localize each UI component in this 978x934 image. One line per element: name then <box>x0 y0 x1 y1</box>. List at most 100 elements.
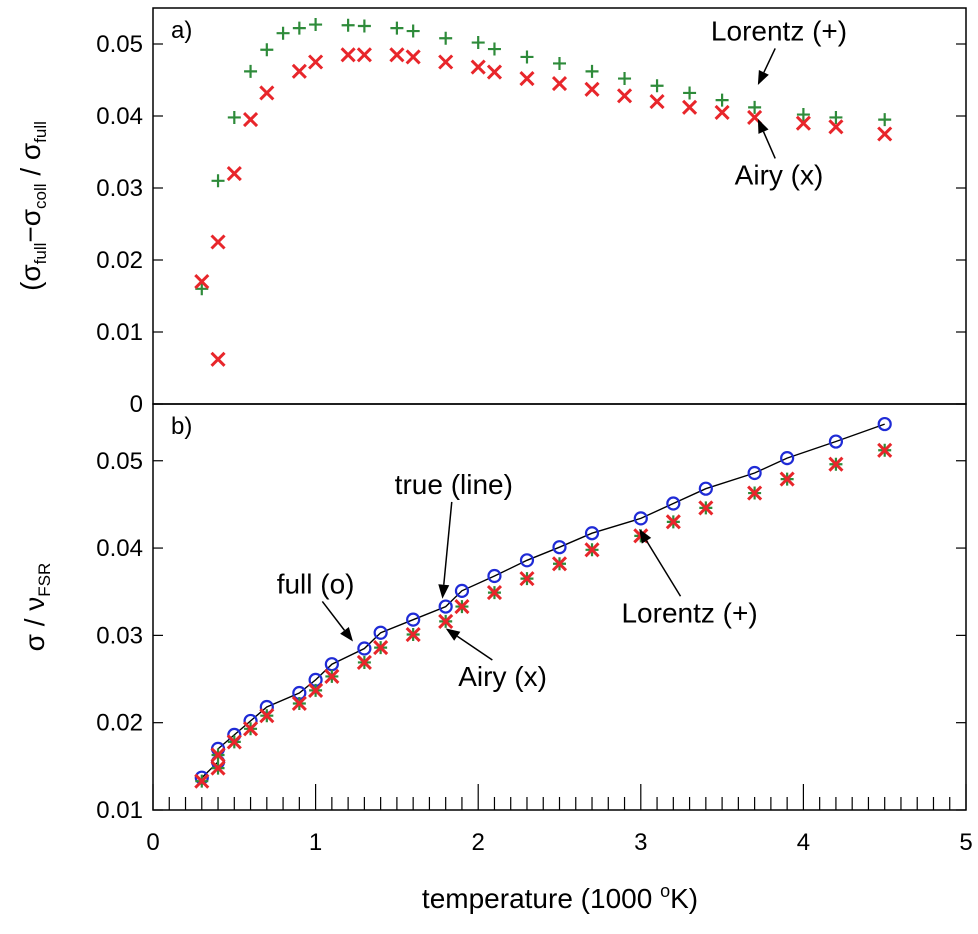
panel-a-ytick-label: 0.04 <box>96 103 143 130</box>
panel-b-annotation-arrow-1-shaft <box>321 601 346 631</box>
panel-a-point-lorentz <box>439 31 453 45</box>
panel-b-annotation-arrow-1 <box>321 601 353 642</box>
panel-b-annotation-arrow-3-head <box>445 628 461 641</box>
panel-a-point-airy-x <box>828 119 844 135</box>
panel-b-annotation-0: true (line) <box>395 469 513 500</box>
panel-b-point-full-o <box>747 465 762 481</box>
panel-a-point-lorentz <box>276 26 290 40</box>
panel-b-point-airy-x <box>291 695 307 712</box>
panel-a-point-airy-x <box>308 54 324 70</box>
panel-b-annotation-1: full (o) <box>277 568 355 599</box>
panel-a-ytick-label: 0.03 <box>96 175 143 202</box>
panel-b-point-airy-x <box>454 599 470 615</box>
panel-a-point-airy-x <box>356 47 372 63</box>
panel-b-point-airy-x <box>828 456 844 472</box>
panel-a-ytick-label: 0.05 <box>96 31 143 58</box>
panel-a-point-airy-x <box>795 115 811 131</box>
panel-a-point-lorentz <box>292 21 306 35</box>
panel-b-annotation-arrow-2-head <box>639 528 652 544</box>
panel-a-point-airy-x <box>242 112 259 128</box>
panel-a-point-lorentz <box>357 19 371 33</box>
panel-b-point-full-o <box>828 434 844 449</box>
panel-b-point-airy-x <box>194 773 210 789</box>
panel-b-series-true-line <box>201 423 885 779</box>
panel-a-annotation-arrow-1-head <box>757 118 769 134</box>
panel-b-ytick-label: 0.05 <box>96 448 143 475</box>
panel-a-series-lorentz <box>195 18 892 296</box>
panel-a-point-airy-x <box>682 99 698 115</box>
panel-b-point-airy-x <box>308 682 324 698</box>
panel-a-point-lorentz <box>553 56 566 70</box>
panel-a-annotation-0: Lorentz (+) <box>711 15 847 46</box>
panel-b-point-airy-x <box>356 654 372 671</box>
panel-a-point-lorentz <box>650 79 664 93</box>
panel-a-annotation-arrow-1 <box>757 118 776 159</box>
panel-b-series-airy-x <box>194 442 893 789</box>
panel-a-point-airy-x <box>194 274 210 290</box>
panel-b-xtick-label: 4 <box>797 829 810 856</box>
panel-a-ytick-label: 0.01 <box>96 319 143 346</box>
panel-b-point-airy-x <box>779 471 795 487</box>
panel-b-ytick-label: 0.01 <box>96 797 143 824</box>
panel-a-point-airy-x <box>649 94 665 110</box>
panel-b-point-full-o <box>633 511 648 526</box>
panel-b-point-airy-x <box>259 708 275 724</box>
panel-a-point-lorentz <box>260 43 274 57</box>
panel-a-point-lorentz <box>878 113 892 127</box>
panel-b-point-full-o <box>584 526 600 541</box>
panel-b-point-airy-x <box>324 668 340 684</box>
panel-b-point-airy-x <box>373 640 389 656</box>
panel-b-series-lorentz <box>195 443 892 788</box>
panel-b-point-airy-x <box>665 514 681 530</box>
panel-a-point-lorentz <box>341 18 355 32</box>
panel-a-label: a) <box>171 17 192 44</box>
panel-a-point-lorentz <box>829 110 843 124</box>
panel-b-xtick-label: 2 <box>472 829 485 856</box>
x-axis-title: temperature (1000 oK) <box>422 881 698 914</box>
panel-b-point-full-o <box>438 599 453 614</box>
panel-a-point-lorentz <box>487 42 501 56</box>
panel-b-point-airy-x <box>210 760 226 776</box>
panel-a-y-axis-title: (σfull−σcoll / σfull <box>15 121 50 291</box>
panel-a-point-lorentz <box>195 282 209 296</box>
panel-a-point-airy-x <box>438 54 454 70</box>
panel-b-frame <box>152 403 967 811</box>
panel-a-point-airy-x <box>470 59 486 75</box>
panel-a-point-lorentz <box>471 36 485 50</box>
panel-a-point-airy-x <box>226 166 242 182</box>
panel-b-label: b) <box>171 413 192 440</box>
panel-b-point-airy-x <box>210 747 226 763</box>
panel-b-ytick-label: 0.03 <box>96 622 143 649</box>
panel-a: 0 0.01 0.02 0.03 0.04 0.05 (σfull−σcoll / σful… <box>15 7 967 418</box>
panel-b-xtick-label: 3 <box>634 829 647 856</box>
panel-b-point-airy-x <box>242 721 259 737</box>
panel-a-point-airy-x <box>877 126 893 142</box>
panel-a-annotation-arrow-0-shaft <box>763 48 776 73</box>
panel-b-point-full-o <box>698 481 713 496</box>
panel-b-annotation-arrow-0-shaft <box>443 501 453 585</box>
panel-b-point-full-o <box>406 612 421 627</box>
panel-a-point-lorentz <box>715 93 729 107</box>
panel-b-y-axis-title: σ / νFSR <box>19 563 54 652</box>
panel-a-point-airy-x <box>259 85 275 101</box>
panel-a-point-lorentz <box>406 24 420 38</box>
panel-b-point-airy-x <box>226 734 242 750</box>
panel-b-annotation-arrow-3-shaft <box>456 635 493 661</box>
panel-b-point-full-o <box>877 416 892 432</box>
panel-a-point-lorentz <box>585 64 599 78</box>
panel-a-point-airy-x <box>210 351 226 367</box>
panel-a-point-lorentz <box>227 110 241 124</box>
panel-a-ytick-label: 0 <box>130 391 143 418</box>
panel-b-point-full-o <box>552 540 567 555</box>
panel-a-annotation-1: Airy (x) <box>735 159 824 190</box>
panel-b: 0.01 0.02 0.03 0.04 0.05 σ / νFSR b) 0 1 2 3 4 5 true… <box>19 403 973 856</box>
panel-b-point-airy-x <box>877 442 893 458</box>
panel-b-annotation-arrow-0 <box>438 501 453 599</box>
panel-b-annotation-arrow-3 <box>445 628 493 661</box>
panel-b-point-airy-x <box>747 485 763 501</box>
panel-b-point-full-o <box>519 553 535 568</box>
panel-b-xtick-label: 1 <box>309 829 322 856</box>
panel-b-point-airy-x <box>486 585 503 601</box>
panel-a-point-lorentz <box>211 174 225 188</box>
